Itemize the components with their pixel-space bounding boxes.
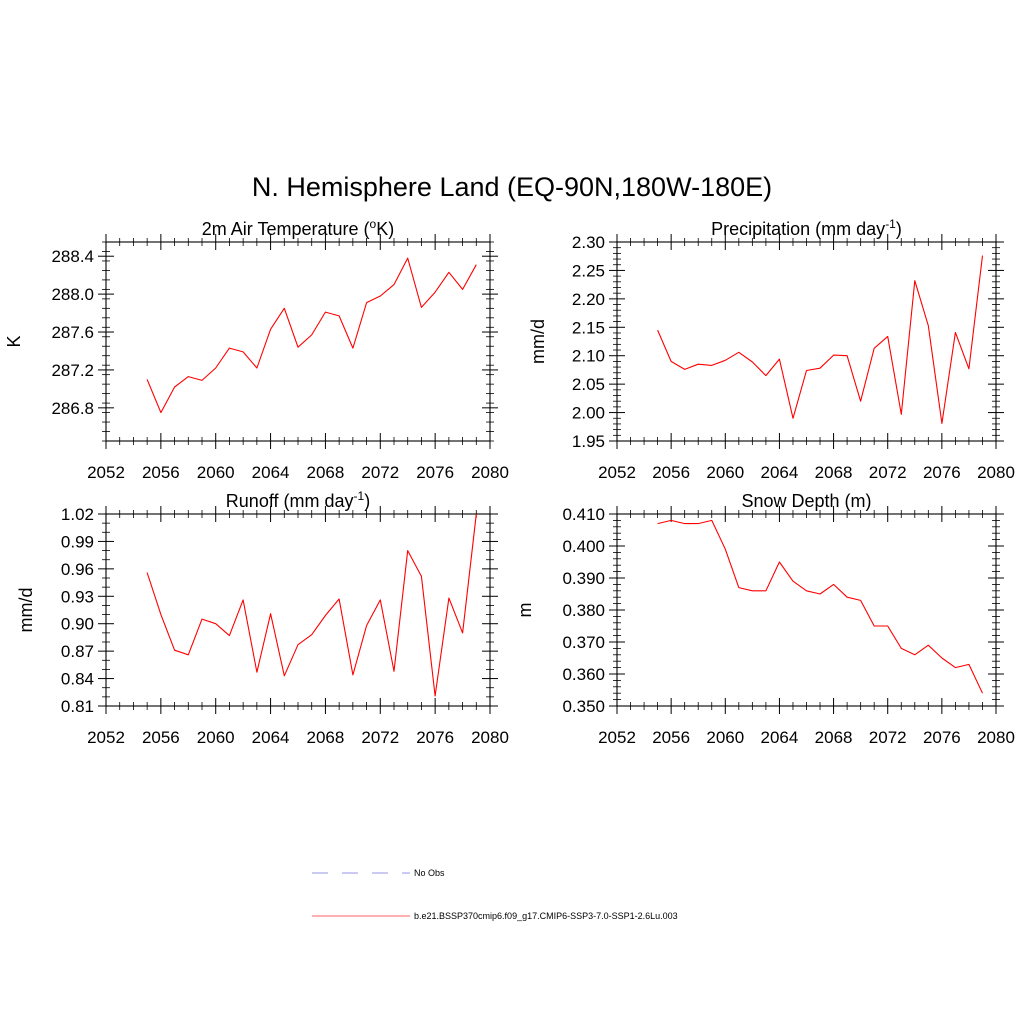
series-line-1: [658, 256, 983, 424]
y-tick-label: 286.8: [51, 399, 94, 418]
x-tick-label: 2068: [307, 728, 345, 747]
plot-frame: [617, 514, 996, 706]
chart-panel-3: Runoff (mm day-1) mm/d 2052 2056 2060 2064 206…: [16, 489, 509, 747]
chart-panel-1: 2m Air Temperature (oK) K 2052 2056 2060 2064…: [4, 217, 509, 482]
x-tick-label: 2076: [416, 463, 454, 482]
y-tick-label: 0.90: [61, 615, 94, 634]
x-tick-label: 2064: [761, 728, 799, 747]
x-tick-label: 2052: [598, 728, 636, 747]
chart-panel-4: Snow Depth (m) m 2052 2056 2060 2064 2068 2072 2…: [515, 491, 1015, 747]
panel-title-superscript: -1: [354, 489, 365, 503]
x-tick-label: 2068: [307, 463, 345, 482]
y-tick-label: 287.6: [51, 323, 94, 342]
x-tick-label: 2076: [416, 728, 454, 747]
x-tick-label: 2076: [923, 463, 961, 482]
y-axis-label: mm/d: [16, 588, 36, 633]
y-tick-label: 2.00: [572, 404, 605, 423]
x-tick-label: 2072: [361, 463, 399, 482]
legend-label: No Obs: [414, 868, 445, 878]
y-tick-label: 0.400: [562, 537, 605, 556]
y-tick-label: 287.2: [51, 361, 94, 380]
y-tick-label: 0.87: [61, 642, 94, 661]
x-tick-label: 2072: [869, 728, 907, 747]
x-tick-label: 2060: [197, 463, 235, 482]
y-tick-label: 2.10: [572, 347, 605, 366]
y-tick-label: 2.05: [572, 375, 605, 394]
legend-item-2: b.e21.BSSP370cmip6.f09_g17.CMIP6-SSP3-7.…: [312, 911, 678, 921]
panel-title: Snow Depth (m): [741, 491, 871, 511]
y-axis-label: K: [4, 335, 24, 347]
x-tick-label: 2060: [197, 728, 235, 747]
x-tick-label: 2056: [652, 728, 690, 747]
x-tick-label: 2056: [652, 463, 690, 482]
x-tick-label: 2060: [706, 463, 744, 482]
series-line-1: [658, 520, 983, 693]
panel-title: Runoff (mm day-1): [226, 489, 370, 511]
plot-frame: [106, 514, 490, 706]
x-tick-label: 2080: [471, 463, 509, 482]
y-tick-label: 0.96: [61, 560, 94, 579]
y-tick-label: 0.380: [562, 601, 605, 620]
y-tick-label: 0.370: [562, 633, 605, 652]
x-tick-label: 2064: [252, 728, 290, 747]
panel-title-tail: ): [896, 219, 902, 239]
y-tick-label: 2.20: [572, 290, 605, 309]
panel-title-text: 2m Air Temperature (: [202, 219, 370, 239]
legend-label: b.e21.BSSP370cmip6.f09_g17.CMIP6-SSP3-7.…: [414, 911, 678, 921]
x-tick-label: 2068: [815, 728, 853, 747]
x-tick-label: 2080: [471, 728, 509, 747]
x-tick-label: 2064: [252, 463, 290, 482]
y-axis-label: mm/d: [528, 319, 548, 364]
legend-item-1: No Obs: [312, 868, 445, 878]
y-tick-label: 1.02: [61, 505, 94, 524]
x-tick-label: 2056: [142, 728, 180, 747]
x-tick-label: 2052: [598, 463, 636, 482]
series-line-1: [147, 258, 476, 413]
y-tick-label: 0.81: [61, 697, 94, 716]
panel-title-text: Runoff (mm day: [226, 491, 354, 511]
panel-title-tail: ): [364, 491, 370, 511]
panel-title-text: Snow Depth (m): [741, 491, 871, 511]
y-tick-label: 1.95: [572, 432, 605, 451]
x-tick-label: 2052: [87, 463, 125, 482]
x-tick-label: 2072: [361, 728, 399, 747]
plot-frame: [106, 242, 490, 441]
x-tick-label: 2068: [815, 463, 853, 482]
x-tick-label: 2060: [706, 728, 744, 747]
panel-title-tail: K): [376, 219, 394, 239]
series-line-1: [147, 514, 476, 696]
panel-title-superscript: -1: [885, 217, 896, 231]
y-axis-label: m: [515, 603, 535, 618]
y-tick-label: 0.99: [61, 532, 94, 551]
x-tick-label: 2080: [977, 728, 1015, 747]
y-tick-label: 0.360: [562, 665, 605, 684]
figure-title: N. Hemisphere Land (EQ-90N,180W-180E): [252, 172, 772, 202]
y-tick-label: 2.30: [572, 233, 605, 252]
x-tick-label: 2072: [869, 463, 907, 482]
x-tick-label: 2080: [977, 463, 1015, 482]
y-tick-label: 0.93: [61, 587, 94, 606]
y-tick-label: 2.15: [572, 318, 605, 337]
panel-title: 2m Air Temperature (oK): [202, 217, 394, 239]
panel-title: Precipitation (mm day-1): [711, 217, 902, 239]
x-tick-label: 2076: [923, 728, 961, 747]
y-tick-label: 0.390: [562, 569, 605, 588]
y-tick-label: 0.84: [61, 670, 94, 689]
x-tick-label: 2056: [142, 463, 180, 482]
panel-title-text: Precipitation (mm day: [711, 219, 885, 239]
x-tick-label: 2064: [761, 463, 799, 482]
y-tick-label: 0.350: [562, 697, 605, 716]
y-tick-label: 2.25: [572, 261, 605, 280]
y-tick-label: 288.4: [51, 247, 94, 266]
chart-panel-2: Precipitation (mm day-1) mm/d 2052 2056 2060…: [528, 217, 1015, 482]
y-tick-label: 0.410: [562, 505, 605, 524]
plot-frame: [617, 242, 996, 441]
x-tick-label: 2052: [87, 728, 125, 747]
y-tick-label: 288.0: [51, 285, 94, 304]
